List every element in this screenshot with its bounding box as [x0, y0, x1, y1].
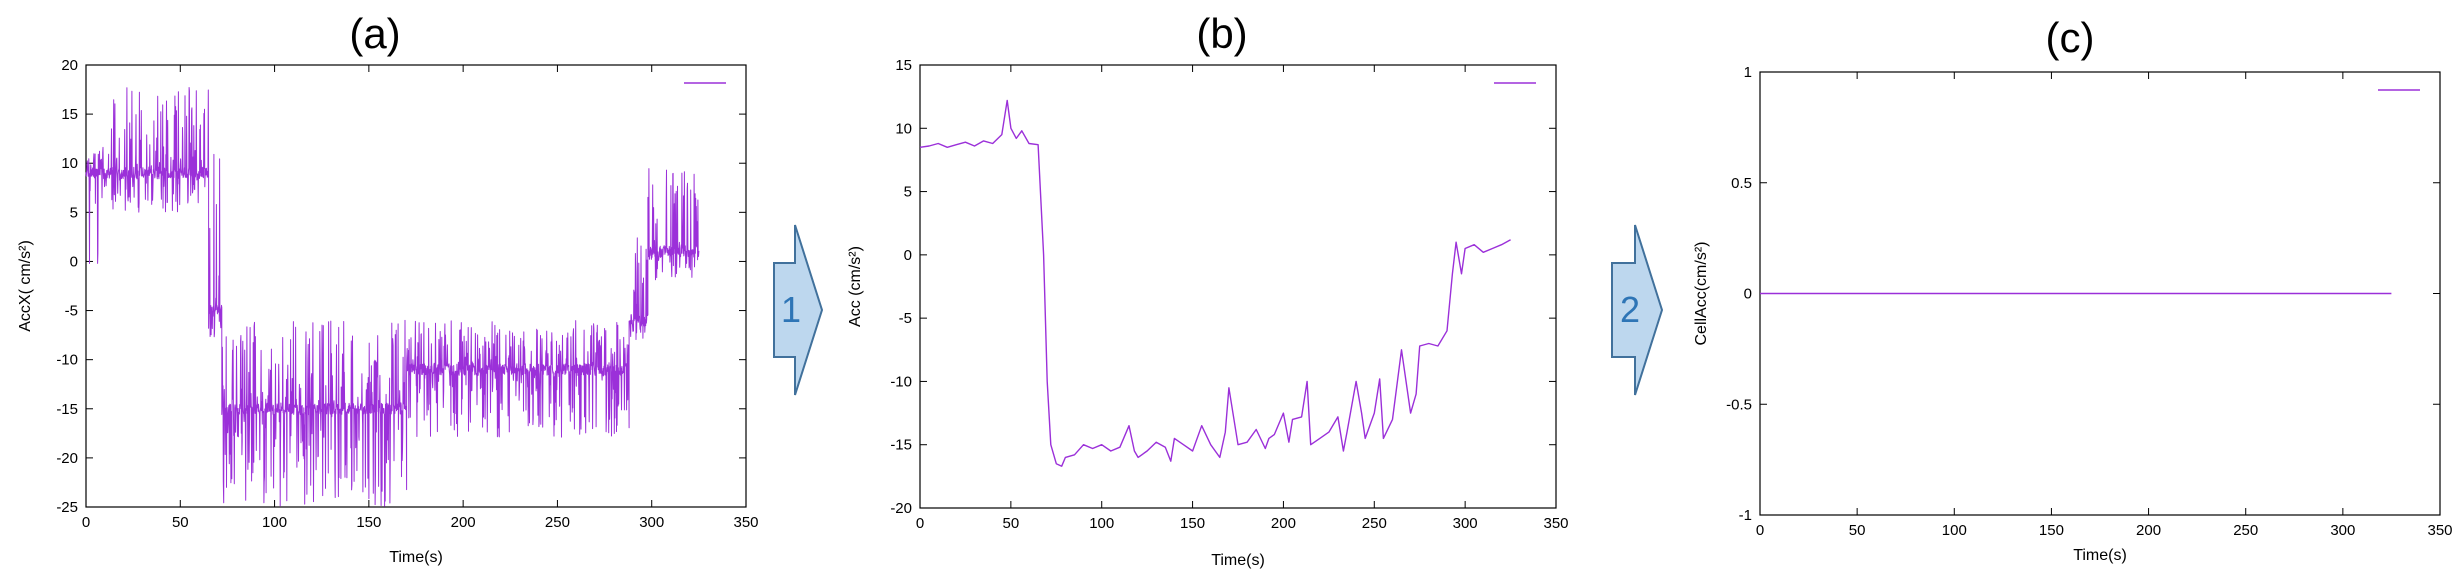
- panel-title-a: (a): [349, 10, 400, 57]
- x-tick-label: 300: [1453, 515, 1478, 532]
- x-tick-label: 150: [2039, 522, 2064, 539]
- x-axis-label: Time(s): [2073, 547, 2127, 564]
- y-tick-label: 0: [1744, 286, 1752, 303]
- x-tick-label: 100: [1089, 515, 1114, 532]
- y-tick-label: -15: [56, 401, 78, 418]
- panel-title-b: (b): [1196, 10, 1247, 57]
- x-tick-label: 200: [451, 514, 476, 531]
- x-tick-label: 50: [1849, 522, 1866, 539]
- x-tick-label: 0: [1756, 522, 1764, 539]
- x-tick-label: 150: [1180, 515, 1205, 532]
- y-tick-label: 0: [70, 253, 78, 270]
- chart-panel-c: 0 50 100 150 200 250 300 350 1 0.5 0 -0.5 -1 Time(s) C…: [1693, 64, 2453, 564]
- y-tick-label: 15: [895, 57, 912, 74]
- y-tick-label: -20: [56, 450, 78, 467]
- series-line: [85, 87, 700, 507]
- x-axis-label: Time(s): [1211, 552, 1265, 569]
- x-tick-label: 50: [172, 514, 189, 531]
- panel-title-c: (c): [2046, 14, 2095, 61]
- y-tick-label: -15: [890, 437, 912, 454]
- y-tick-label: 20: [61, 57, 78, 74]
- series-line: [919, 99, 1511, 467]
- y-axis-label: CellAcc(cm/s²): [1693, 242, 1710, 346]
- y-tick-label: 0.5: [1731, 175, 1752, 192]
- x-tick-label: 0: [916, 515, 924, 532]
- chart-panel-b: 0 50 100 150 200 250 300 350151050-5-10-15-20Ti…: [847, 57, 1569, 569]
- x-tick-label: 100: [1942, 522, 1967, 539]
- step-arrow-1: 1: [773, 224, 824, 396]
- x-tick-label: 250: [545, 514, 570, 531]
- x-tick-label: 300: [639, 514, 664, 531]
- plot-frame: [85, 64, 747, 508]
- x-tick-label: 250: [1362, 515, 1387, 532]
- arrow-label-2: 2: [1620, 289, 1640, 330]
- y-axis-label: Acc (cm/s²): [847, 246, 864, 327]
- y-tick-label: 5: [904, 184, 912, 201]
- arrow-shape-2: [1611, 224, 1664, 396]
- x-tick-label: 350: [2427, 522, 2452, 539]
- y-tick-label: 5: [70, 204, 78, 221]
- x-tick-label: 150: [356, 514, 381, 531]
- x-tick-label: 350: [1543, 515, 1568, 532]
- arrow-shape-1: [773, 224, 824, 396]
- chart-panel-a: 0 50 100 150 200 250 300 35020151050-5-10-15-20…: [17, 57, 759, 566]
- y-tick-label: -5: [65, 303, 78, 320]
- y-tick-label: -25: [56, 499, 78, 516]
- y-tick-label: -10: [56, 352, 78, 369]
- y-tick-label: -0.5: [1726, 396, 1752, 413]
- y-tick-label: -10: [890, 373, 912, 390]
- y-tick-label: 1: [1744, 64, 1752, 81]
- x-axis-label: Time(s): [389, 549, 443, 566]
- y-tick-label: 10: [61, 155, 78, 172]
- y-tick-label: -1: [1739, 507, 1752, 524]
- x-tick-label: 100: [262, 514, 287, 531]
- x-tick-label: 250: [2233, 522, 2258, 539]
- x-tick-label: 200: [1271, 515, 1296, 532]
- y-tick-label: 0: [904, 247, 912, 264]
- y-tick-label: 10: [895, 120, 912, 137]
- arrow-label-1: 1: [781, 289, 801, 330]
- y-axis-label: AccX( cm/s²): [17, 240, 34, 332]
- step-arrow-2: 2: [1611, 224, 1664, 396]
- x-tick-label: 200: [2136, 522, 2161, 539]
- x-tick-label: 350: [733, 514, 758, 531]
- y-tick-label: 15: [61, 106, 78, 123]
- y-tick-label: -20: [890, 500, 912, 517]
- x-tick-label: 0: [82, 514, 90, 531]
- y-tick-label: -5: [899, 310, 912, 327]
- x-tick-label: 50: [1003, 515, 1020, 532]
- x-tick-label: 300: [2330, 522, 2355, 539]
- plot-frame: [919, 64, 1557, 509]
